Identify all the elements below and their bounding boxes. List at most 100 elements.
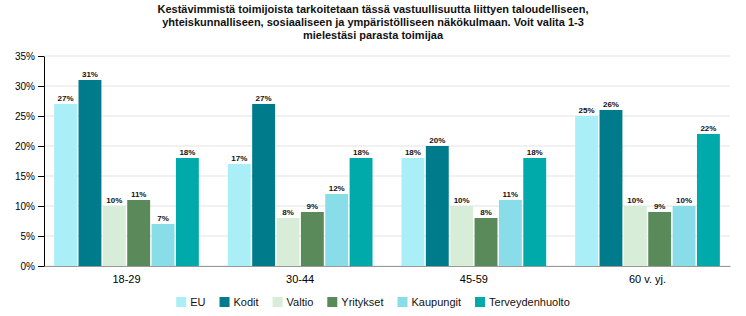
data-label: 11% — [503, 190, 519, 199]
data-label: 10% — [106, 196, 122, 205]
tick-mark — [38, 116, 44, 117]
chart: Kestävimmistä toimijoista tarkoitetaan t… — [0, 0, 746, 316]
tick-label: 20% — [15, 141, 35, 152]
legend-label: EU — [190, 296, 205, 308]
data-label: 22% — [700, 124, 716, 133]
title-line: yhteiskunnalliseen, sosiaaliseen ja ympä… — [162, 16, 584, 28]
legend-item: EU — [176, 296, 205, 308]
legend-item: Kaupungit — [397, 296, 461, 308]
bar — [600, 110, 623, 266]
tick-label: 60 v. yj. — [629, 273, 666, 285]
bar — [523, 158, 546, 266]
data-label: 20% — [429, 136, 445, 145]
plot: 27% 17% 18% 25% 31% 27% 20% 26% 10% 8% 10% 10% 11% 9%… — [15, 51, 731, 285]
bar — [228, 164, 251, 266]
legend-swatch — [220, 297, 230, 307]
tick-mark — [38, 266, 44, 267]
data-label: 18% — [179, 148, 195, 157]
series — [79, 80, 623, 266]
bar — [624, 206, 647, 266]
tick-label: 10% — [15, 201, 35, 212]
legend-label: Terveydenhuolto — [489, 296, 570, 308]
tick-label: 15% — [15, 171, 35, 182]
data-label: 31% — [82, 70, 98, 79]
data-label: 12% — [329, 184, 345, 193]
tick: 60 v. yj. — [629, 273, 666, 285]
data-label: 17% — [231, 154, 247, 163]
tick-mark — [38, 176, 44, 177]
tick-label: 25% — [15, 111, 35, 122]
bar — [277, 218, 300, 266]
tick: 0% — [21, 261, 44, 272]
grid-line — [44, 176, 730, 177]
title: Kestävimmistä toimijoista tarkoitetaan t… — [158, 3, 589, 41]
bar — [325, 194, 348, 266]
tick-mark — [38, 146, 44, 147]
data-label: 18% — [353, 148, 369, 157]
bar — [450, 206, 473, 266]
bar — [301, 212, 324, 266]
data-label: 8% — [480, 208, 492, 217]
legend-swatch — [273, 297, 283, 307]
legend-item: Yritykset — [327, 296, 383, 308]
bar — [401, 158, 424, 266]
series — [54, 104, 598, 266]
tick: 10% — [15, 201, 44, 212]
tick-label: 5% — [21, 231, 36, 242]
legend-label: Kaupungit — [411, 296, 461, 308]
tick-label: 35% — [15, 51, 35, 62]
data-label: 7% — [157, 214, 169, 223]
grid-line — [44, 116, 730, 117]
data-label: 18% — [527, 148, 543, 157]
bar — [575, 116, 598, 266]
data-label: 10% — [676, 196, 692, 205]
legend-label: Kodit — [234, 296, 259, 308]
tick-mark — [38, 86, 44, 87]
tick: 35% — [15, 51, 44, 62]
legend: EU Kodit Valtio Yritykset Kaupungit Terveyden… — [176, 296, 570, 308]
tick: 15% — [15, 171, 44, 182]
data-label: 10% — [627, 196, 643, 205]
data-label: 27% — [256, 94, 272, 103]
legend-swatch — [176, 297, 186, 307]
grid-line — [44, 86, 730, 87]
legend-item: Kodit — [220, 296, 259, 308]
data-label: 27% — [58, 94, 74, 103]
axis-domain — [44, 57, 45, 267]
bar — [79, 80, 102, 266]
data-label: 18% — [405, 148, 421, 157]
data-label: 10% — [454, 196, 470, 205]
tick: 30% — [15, 81, 44, 92]
legend-swatch — [475, 297, 485, 307]
tick: 25% — [15, 111, 44, 122]
legend-label: Valtio — [287, 296, 314, 308]
tick-mark — [38, 56, 44, 57]
data-label: 25% — [579, 106, 595, 115]
bar — [499, 200, 522, 266]
bar — [697, 134, 720, 266]
bar — [103, 206, 126, 266]
bar — [350, 158, 373, 266]
y-axis: 0% 5% 10% 15% 20% 25% 30% 35% — [15, 51, 45, 272]
data-label: 9% — [654, 202, 666, 211]
bar — [252, 104, 275, 266]
bar — [127, 200, 150, 266]
data-labels: 27% 17% 18% 25% 31% 27% 20% 26% 10% 8% 10% 10% 11% 9%… — [58, 70, 717, 223]
series — [176, 134, 720, 266]
grid-line — [44, 56, 730, 57]
tick: 45-59 — [460, 273, 488, 285]
bars — [54, 80, 720, 266]
tick-label: 30% — [15, 81, 35, 92]
bar — [475, 218, 498, 266]
tick-label: 30-44 — [286, 273, 314, 285]
x-axis: 18-29 30-44 45-59 60 v. yj. — [45, 267, 731, 285]
bar — [426, 146, 449, 266]
tick-label: 18-29 — [112, 273, 140, 285]
axis-domain — [45, 266, 731, 267]
series — [127, 200, 671, 266]
data-label: 11% — [131, 190, 147, 199]
tick-label: 0% — [21, 261, 36, 272]
data-label: 26% — [603, 100, 619, 109]
tick: 20% — [15, 141, 44, 152]
tick: 30-44 — [286, 273, 314, 285]
